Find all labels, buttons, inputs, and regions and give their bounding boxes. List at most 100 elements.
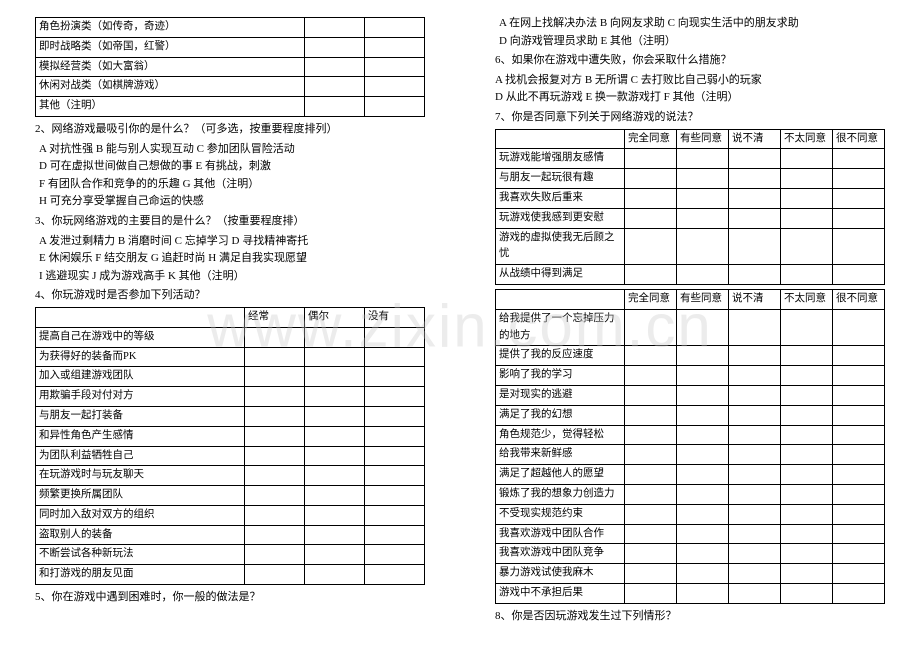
cell[interactable] bbox=[833, 385, 885, 405]
cell[interactable] bbox=[625, 309, 677, 346]
cell[interactable] bbox=[781, 425, 833, 445]
cell[interactable] bbox=[833, 465, 885, 485]
cell[interactable] bbox=[625, 564, 677, 584]
cell[interactable] bbox=[245, 406, 305, 426]
cell[interactable] bbox=[245, 387, 305, 407]
cell[interactable] bbox=[305, 327, 365, 347]
cell[interactable] bbox=[365, 97, 425, 117]
cell[interactable] bbox=[677, 504, 729, 524]
cell[interactable] bbox=[677, 265, 729, 285]
cell[interactable] bbox=[677, 465, 729, 485]
cell[interactable] bbox=[833, 504, 885, 524]
cell[interactable] bbox=[365, 367, 425, 387]
cell[interactable] bbox=[677, 208, 729, 228]
cell[interactable] bbox=[677, 544, 729, 564]
cell[interactable] bbox=[365, 446, 425, 466]
cell[interactable] bbox=[245, 327, 305, 347]
cell[interactable] bbox=[245, 545, 305, 565]
cell[interactable] bbox=[729, 465, 781, 485]
cell[interactable] bbox=[245, 525, 305, 545]
cell[interactable] bbox=[245, 565, 305, 585]
cell[interactable] bbox=[729, 309, 781, 346]
cell[interactable] bbox=[729, 445, 781, 465]
cell[interactable] bbox=[365, 77, 425, 97]
cell[interactable] bbox=[781, 405, 833, 425]
cell[interactable] bbox=[833, 445, 885, 465]
cell[interactable] bbox=[365, 486, 425, 506]
cell[interactable] bbox=[625, 149, 677, 169]
cell[interactable] bbox=[625, 484, 677, 504]
cell[interactable] bbox=[365, 387, 425, 407]
cell[interactable] bbox=[305, 77, 365, 97]
cell[interactable] bbox=[677, 149, 729, 169]
cell[interactable] bbox=[781, 583, 833, 603]
cell[interactable] bbox=[305, 57, 365, 77]
cell[interactable] bbox=[729, 208, 781, 228]
cell[interactable] bbox=[729, 524, 781, 544]
cell[interactable] bbox=[625, 465, 677, 485]
cell[interactable] bbox=[305, 37, 365, 57]
cell[interactable] bbox=[305, 406, 365, 426]
cell[interactable] bbox=[781, 564, 833, 584]
cell[interactable] bbox=[245, 466, 305, 486]
cell[interactable] bbox=[729, 228, 781, 265]
cell[interactable] bbox=[677, 309, 729, 346]
cell[interactable] bbox=[781, 524, 833, 544]
cell[interactable] bbox=[625, 504, 677, 524]
cell[interactable] bbox=[833, 524, 885, 544]
cell[interactable] bbox=[677, 346, 729, 366]
cell[interactable] bbox=[625, 366, 677, 386]
cell[interactable] bbox=[677, 484, 729, 504]
cell[interactable] bbox=[781, 228, 833, 265]
cell[interactable] bbox=[305, 565, 365, 585]
cell[interactable] bbox=[781, 208, 833, 228]
cell[interactable] bbox=[625, 544, 677, 564]
cell[interactable] bbox=[677, 385, 729, 405]
cell[interactable] bbox=[833, 169, 885, 189]
cell[interactable] bbox=[625, 228, 677, 265]
cell[interactable] bbox=[729, 169, 781, 189]
cell[interactable] bbox=[729, 265, 781, 285]
cell[interactable] bbox=[305, 347, 365, 367]
cell[interactable] bbox=[305, 545, 365, 565]
cell[interactable] bbox=[677, 405, 729, 425]
cell[interactable] bbox=[833, 583, 885, 603]
cell[interactable] bbox=[365, 37, 425, 57]
cell[interactable] bbox=[305, 505, 365, 525]
cell[interactable] bbox=[833, 149, 885, 169]
cell[interactable] bbox=[781, 544, 833, 564]
cell[interactable] bbox=[677, 445, 729, 465]
cell[interactable] bbox=[781, 445, 833, 465]
cell[interactable] bbox=[729, 504, 781, 524]
cell[interactable] bbox=[305, 18, 365, 38]
cell[interactable] bbox=[833, 208, 885, 228]
cell[interactable] bbox=[305, 367, 365, 387]
cell[interactable] bbox=[833, 564, 885, 584]
cell[interactable] bbox=[781, 149, 833, 169]
cell[interactable] bbox=[625, 346, 677, 366]
cell[interactable] bbox=[305, 486, 365, 506]
cell[interactable] bbox=[833, 309, 885, 346]
cell[interactable] bbox=[625, 524, 677, 544]
cell[interactable] bbox=[305, 466, 365, 486]
cell[interactable] bbox=[625, 425, 677, 445]
cell[interactable] bbox=[729, 188, 781, 208]
cell[interactable] bbox=[677, 425, 729, 445]
cell[interactable] bbox=[729, 544, 781, 564]
cell[interactable] bbox=[625, 208, 677, 228]
cell[interactable] bbox=[305, 525, 365, 545]
cell[interactable] bbox=[305, 426, 365, 446]
cell[interactable] bbox=[365, 406, 425, 426]
cell[interactable] bbox=[781, 169, 833, 189]
cell[interactable] bbox=[781, 265, 833, 285]
cell[interactable] bbox=[365, 466, 425, 486]
cell[interactable] bbox=[729, 583, 781, 603]
cell[interactable] bbox=[833, 484, 885, 504]
cell[interactable] bbox=[245, 505, 305, 525]
cell[interactable] bbox=[729, 366, 781, 386]
cell[interactable] bbox=[245, 446, 305, 466]
cell[interactable] bbox=[677, 564, 729, 584]
cell[interactable] bbox=[625, 265, 677, 285]
cell[interactable] bbox=[305, 446, 365, 466]
cell[interactable] bbox=[833, 346, 885, 366]
